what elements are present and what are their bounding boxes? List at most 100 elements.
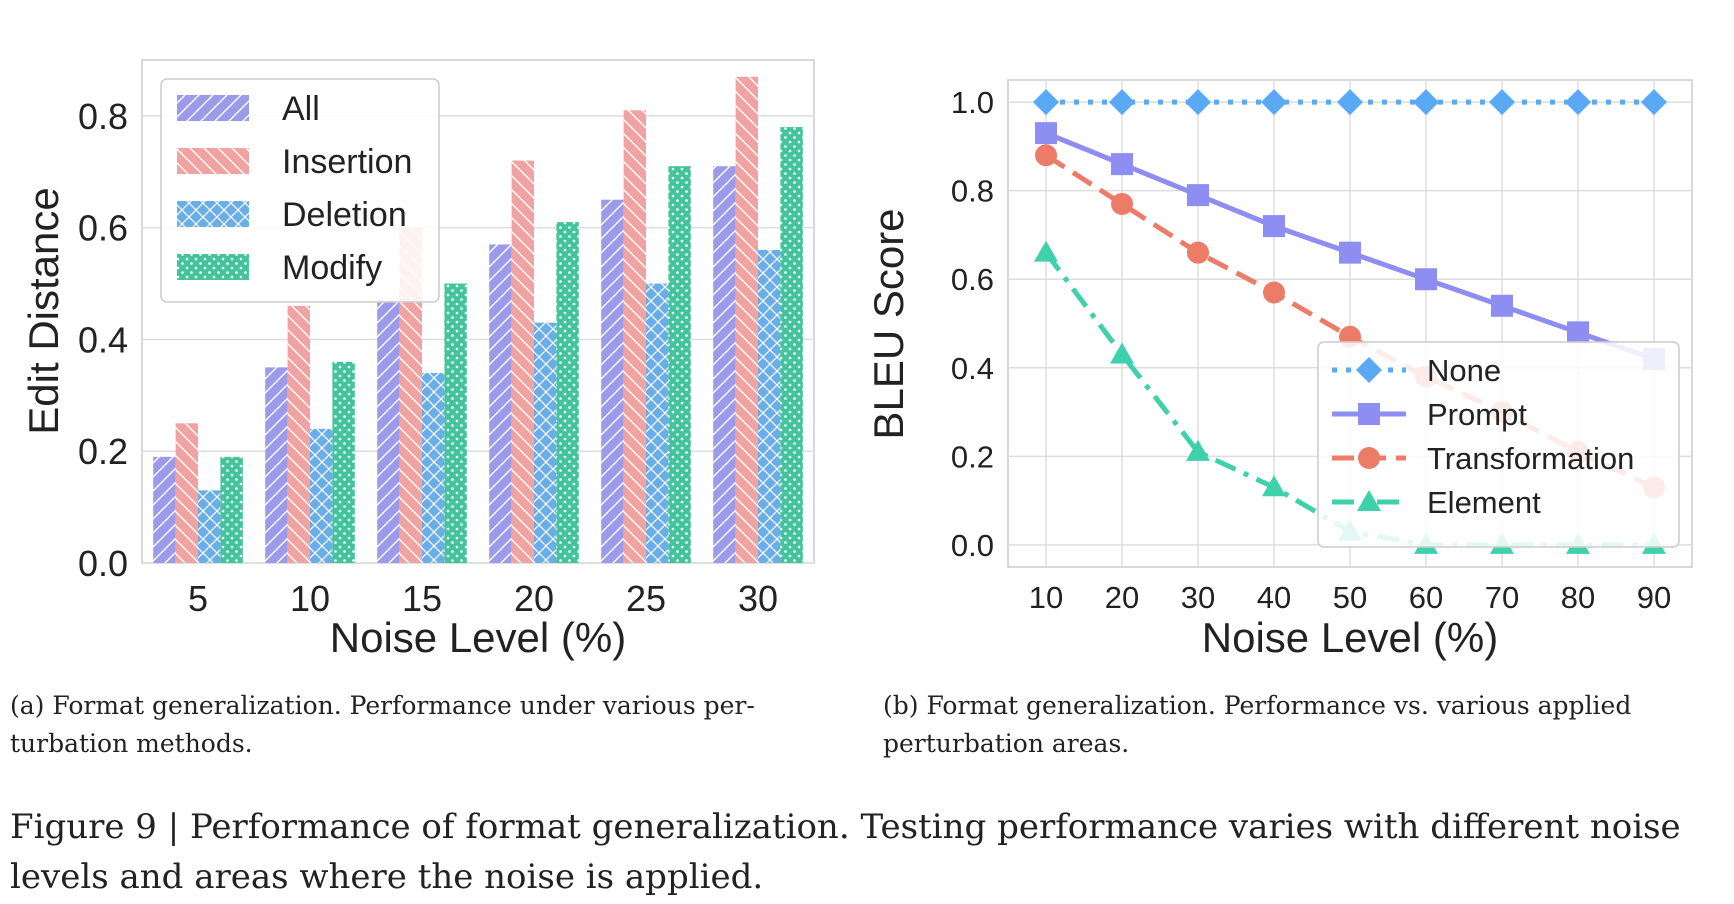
x-tick-label: 10 xyxy=(1029,580,1063,615)
data-point xyxy=(1034,240,1058,262)
bar-modify xyxy=(556,222,579,564)
subcaption-a-line: (a) Format generalization. Performance u… xyxy=(10,691,755,720)
figure-caption: Figure 9 | Performance of format general… xyxy=(10,802,1724,902)
bar-insertion xyxy=(175,423,198,563)
legend-marker-none xyxy=(1356,357,1382,383)
legend-swatch-insertion xyxy=(177,148,249,174)
legend-swatch-all xyxy=(177,95,249,121)
line-chart-x-axis-label: Noise Level (%) xyxy=(1202,614,1498,661)
subcaption-a: (a) Format generalization. Performance u… xyxy=(10,687,840,763)
x-tick-label: 25 xyxy=(626,578,666,619)
x-tick-label: 10 xyxy=(290,578,330,619)
data-point xyxy=(1111,192,1133,215)
line-chart-x-ticks: 10 20 30 40 50 60 70 80 90 xyxy=(1029,580,1671,615)
bar-chart-legend-box xyxy=(160,78,440,303)
data-point xyxy=(1415,268,1437,291)
x-tick-label: 80 xyxy=(1561,580,1595,615)
y-tick-label: 0.6 xyxy=(951,262,994,297)
legend-label: Deletion xyxy=(282,196,407,234)
x-tick-label: 30 xyxy=(738,578,778,619)
line-chart: 0.0 0.2 0.4 0.6 0.8 1.0 10 20 30 40 50 60 70 80 90 No… xyxy=(865,79,1693,661)
bar-chart-y-ticks: 0.0 0.2 0.4 0.6 0.8 xyxy=(78,96,128,584)
data-point xyxy=(1110,342,1134,364)
x-tick-label: 40 xyxy=(1257,580,1291,615)
bar-insertion xyxy=(511,160,534,563)
bar-deletion xyxy=(646,283,669,563)
legend-swatch-deletion xyxy=(177,201,249,227)
bar-chart-y-axis-label: Edit Distance xyxy=(20,187,67,434)
data-point xyxy=(1262,475,1286,497)
y-tick-label: 0.4 xyxy=(951,351,994,386)
bar-chart-bars xyxy=(153,76,803,564)
subcaption-b-line: (b) Format generalization. Performance v… xyxy=(883,691,1632,720)
data-point xyxy=(1339,241,1361,264)
legend-label: Insertion xyxy=(282,143,412,181)
bar-chart-legend: All Insertion Deletion Modify xyxy=(160,78,440,303)
legend-label: None xyxy=(1427,353,1501,388)
series-none xyxy=(1033,89,1667,116)
bar-all xyxy=(713,166,736,563)
bar-modify xyxy=(220,456,243,563)
data-point xyxy=(1337,89,1363,116)
bar-deletion xyxy=(422,372,445,563)
figure-caption-line: Figure 9 | Performance of format general… xyxy=(10,807,1681,847)
bar-deletion xyxy=(310,428,333,563)
data-point xyxy=(1187,184,1209,207)
y-tick-label: 0.0 xyxy=(78,543,128,584)
bar-modify xyxy=(332,361,355,563)
data-point xyxy=(1111,153,1133,176)
data-point xyxy=(1413,89,1439,116)
x-tick-label: 5 xyxy=(188,578,208,619)
x-tick-label: 30 xyxy=(1181,580,1215,615)
data-point xyxy=(1261,89,1287,116)
line-chart-y-axis-label: BLEU Score xyxy=(865,208,912,439)
bar-all xyxy=(489,244,512,563)
bar-all xyxy=(601,199,624,563)
data-point xyxy=(1187,241,1209,264)
bar-insertion xyxy=(735,76,758,564)
data-point xyxy=(1565,89,1591,116)
x-tick-label: 60 xyxy=(1409,580,1443,615)
subcaption-b: (b) Format generalization. Performance v… xyxy=(883,687,1723,763)
x-tick-label: 90 xyxy=(1637,580,1671,615)
data-point xyxy=(1033,89,1059,116)
bar-deletion xyxy=(758,250,781,563)
line-chart-legend: None Prompt Transformation Element xyxy=(1317,341,1680,548)
y-tick-label: 0.8 xyxy=(78,96,128,137)
legend-swatch-modify xyxy=(177,254,249,280)
bar-deletion xyxy=(198,490,221,563)
y-tick-label: 0.8 xyxy=(951,174,994,209)
x-tick-label: 20 xyxy=(1105,580,1139,615)
bar-insertion xyxy=(287,305,310,563)
y-tick-label: 0.2 xyxy=(78,431,128,472)
data-point xyxy=(1035,122,1057,145)
legend-label: Transformation xyxy=(1427,441,1634,476)
bar-insertion xyxy=(623,110,646,564)
legend-marker-prompt xyxy=(1358,403,1380,425)
data-point xyxy=(1109,89,1135,116)
subcaption-b-line: perturbation areas. xyxy=(883,729,1130,758)
bar-chart: 0.0 0.2 0.4 0.6 0.8 5 10 15 20 25 30 Noise Level … xyxy=(20,59,815,661)
data-point xyxy=(1263,215,1285,238)
line-chart-legend-box xyxy=(1317,341,1680,548)
legend-label: Prompt xyxy=(1427,397,1527,432)
y-tick-label: 1.0 xyxy=(951,85,994,120)
bar-all xyxy=(153,456,176,563)
bar-deletion xyxy=(534,322,557,563)
data-point xyxy=(1035,144,1057,167)
data-point xyxy=(1185,89,1211,116)
y-tick-label: 0.0 xyxy=(951,528,994,563)
x-tick-label: 50 xyxy=(1333,580,1367,615)
data-point xyxy=(1263,281,1285,304)
legend-label: All xyxy=(282,90,320,128)
bar-modify xyxy=(780,127,803,564)
data-point xyxy=(1489,89,1515,116)
figure-caption-line: levels and areas where the noise is appl… xyxy=(10,857,764,897)
data-point xyxy=(1491,294,1513,317)
y-tick-label: 0.2 xyxy=(951,439,994,474)
bar-modify xyxy=(668,166,691,563)
line-chart-y-ticks: 0.0 0.2 0.4 0.6 0.8 1.0 xyxy=(951,85,994,563)
legend-marker-transformation xyxy=(1358,447,1380,469)
data-point xyxy=(1641,89,1667,116)
